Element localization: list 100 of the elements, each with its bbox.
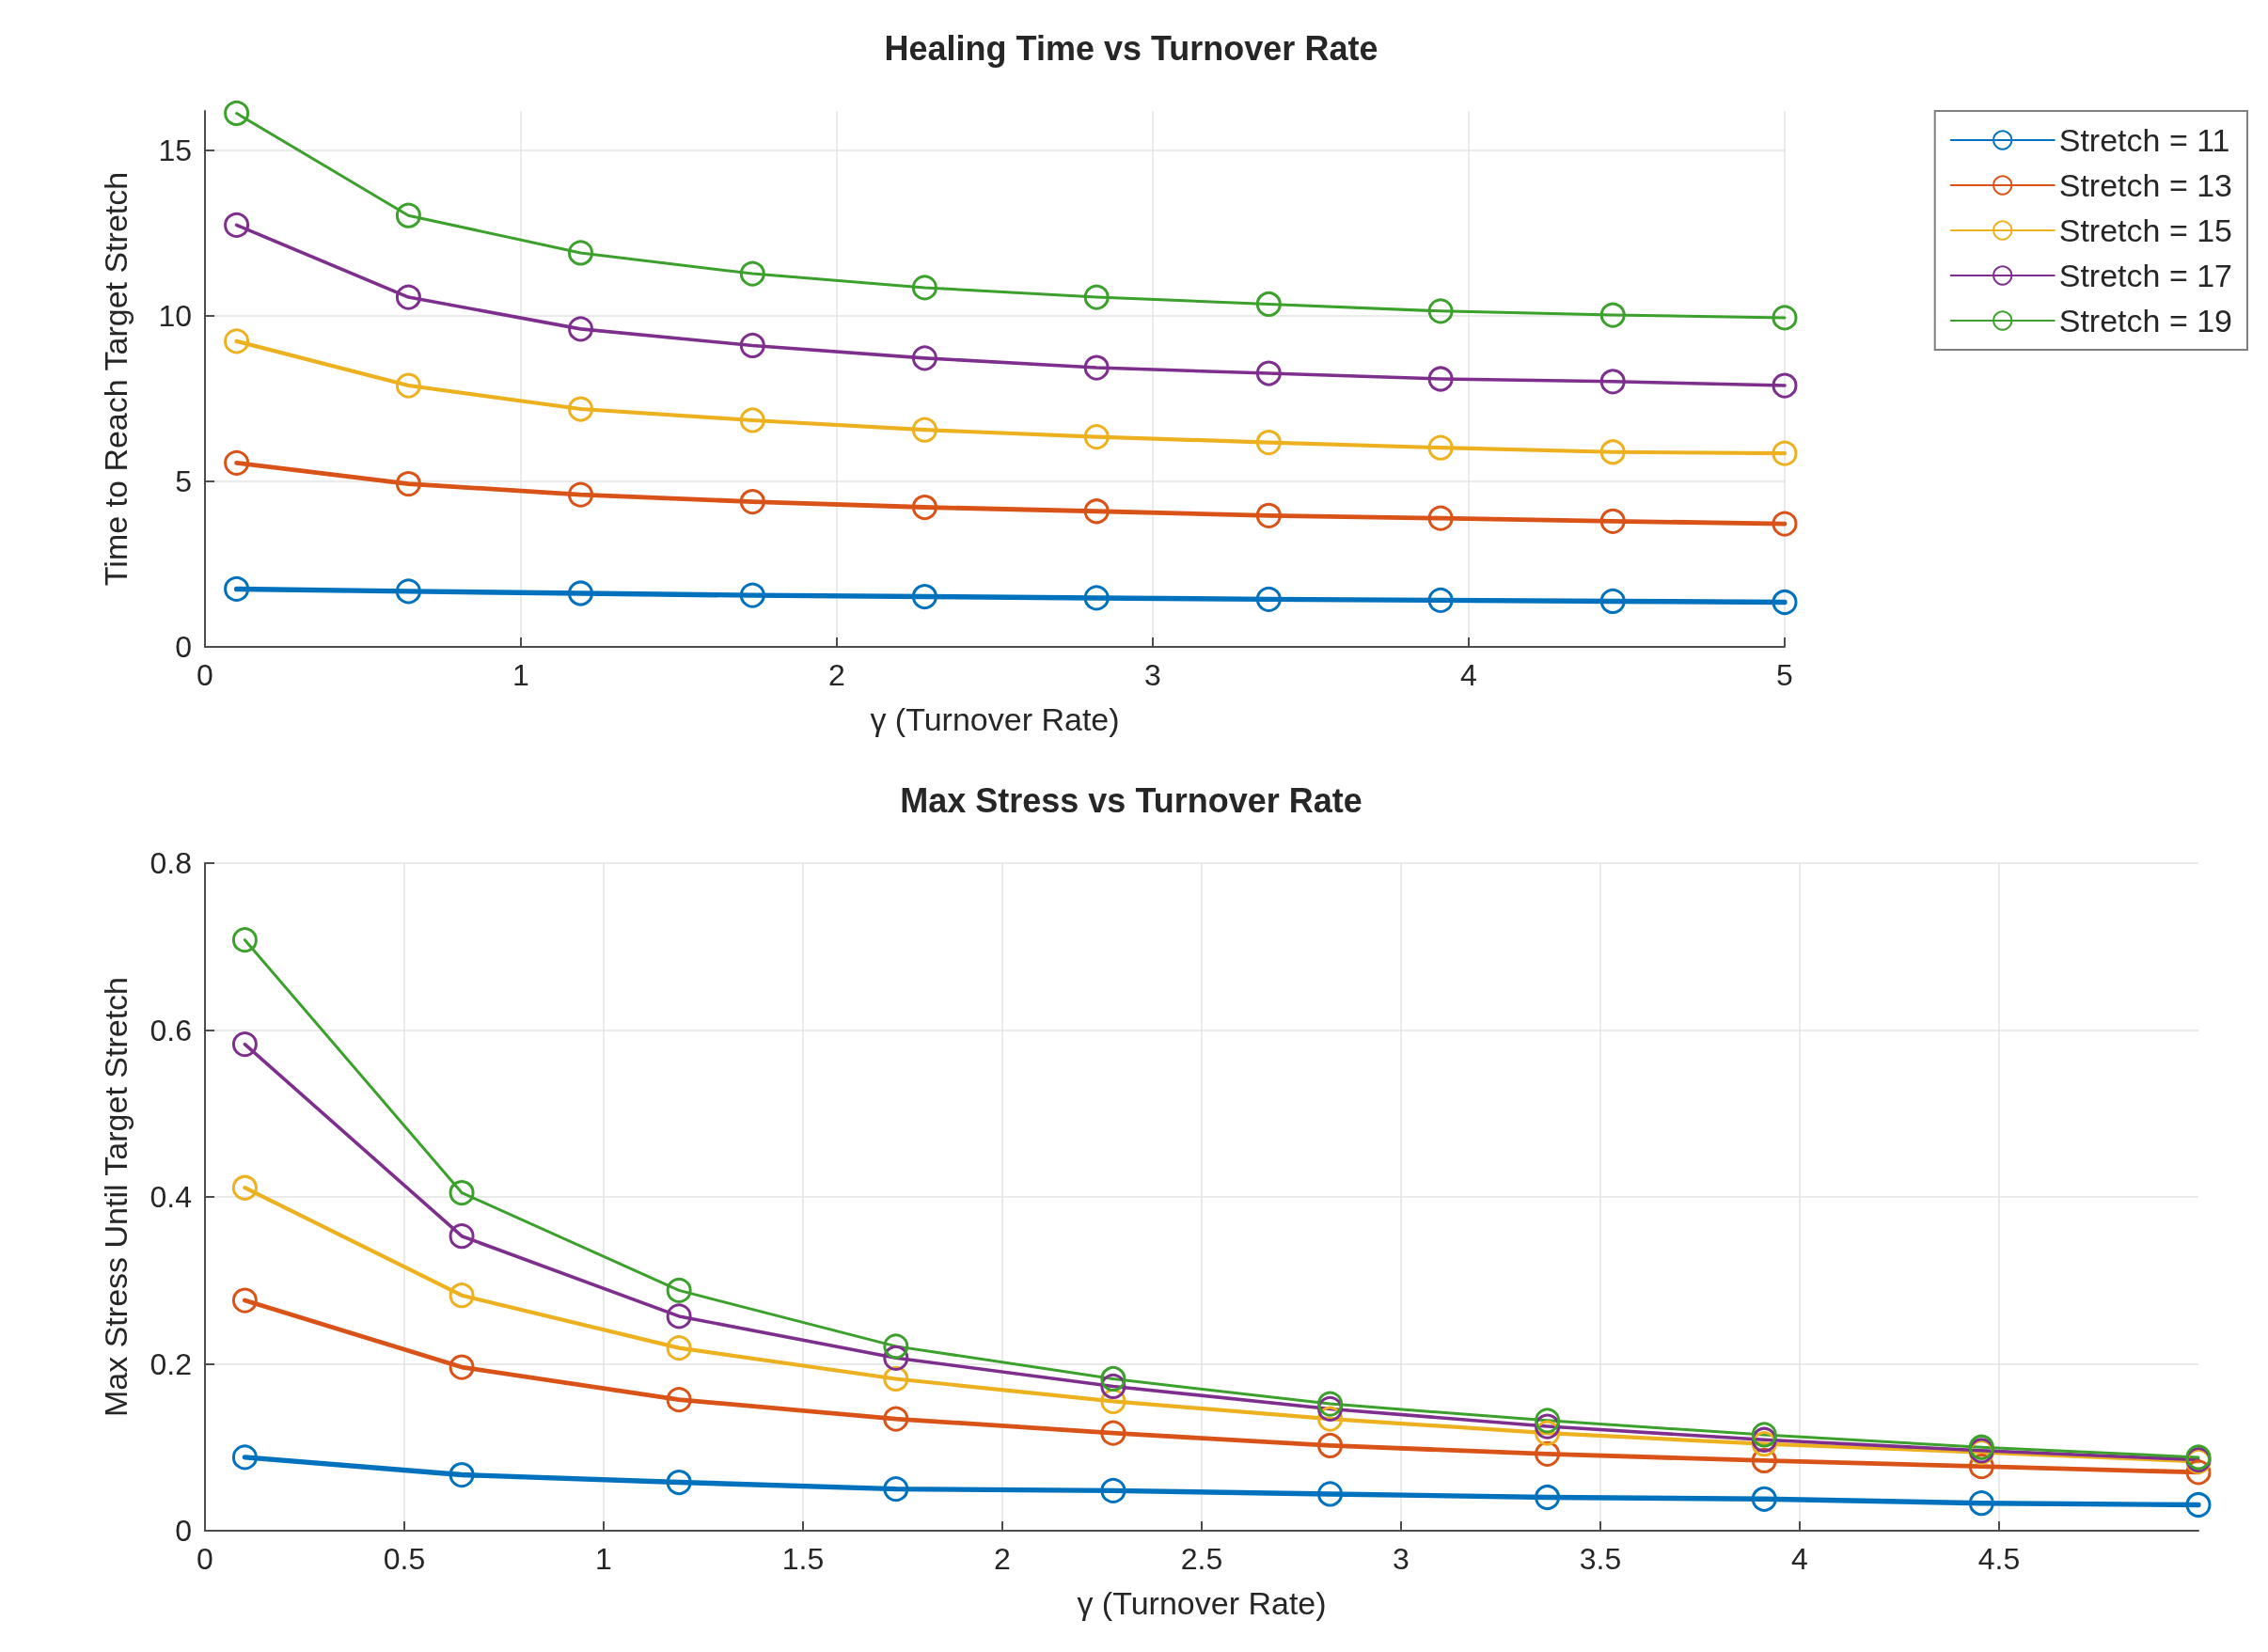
point bbox=[568, 481, 593, 508]
point bbox=[568, 580, 593, 606]
y-tick-label: 5 bbox=[175, 464, 192, 499]
x-tick-label: 5 bbox=[1776, 658, 1793, 692]
x-axis-title: γ (Turnover Rate) bbox=[870, 701, 1120, 737]
point bbox=[231, 1287, 258, 1314]
x-tick-label: 2 bbox=[828, 658, 845, 692]
y-tick-label: 0.8 bbox=[150, 846, 192, 880]
y-tick-label: 0 bbox=[175, 630, 192, 664]
point bbox=[911, 495, 937, 521]
point bbox=[224, 100, 250, 126]
point bbox=[911, 275, 937, 301]
point bbox=[224, 212, 250, 238]
point bbox=[568, 396, 593, 422]
point bbox=[1427, 587, 1454, 613]
point bbox=[1427, 505, 1454, 531]
point bbox=[883, 1333, 909, 1360]
point bbox=[666, 1335, 692, 1361]
point bbox=[1083, 424, 1110, 450]
point bbox=[1100, 1365, 1126, 1392]
point bbox=[1599, 302, 1626, 328]
point bbox=[1751, 1422, 1777, 1448]
point bbox=[449, 1223, 475, 1250]
y-tick-label: 0.4 bbox=[150, 1180, 192, 1214]
point bbox=[1083, 284, 1110, 310]
point bbox=[1255, 360, 1282, 386]
point bbox=[1100, 1420, 1126, 1446]
y-axis-title: Time to Reach Target Stretch bbox=[98, 171, 134, 587]
point bbox=[739, 407, 765, 433]
point bbox=[1535, 1408, 1561, 1434]
point bbox=[1535, 1485, 1561, 1510]
point bbox=[739, 260, 765, 287]
point bbox=[666, 1277, 692, 1303]
point bbox=[449, 1354, 475, 1380]
x-tick-label: 1 bbox=[595, 1542, 612, 1576]
point bbox=[224, 449, 250, 476]
point bbox=[1427, 434, 1454, 461]
point bbox=[1599, 369, 1626, 395]
point bbox=[1255, 586, 1282, 612]
point bbox=[1751, 1486, 1777, 1512]
x-tick-label: 1.5 bbox=[781, 1542, 825, 1576]
point bbox=[883, 1365, 909, 1392]
point bbox=[911, 345, 937, 371]
point bbox=[395, 471, 421, 497]
point bbox=[1772, 372, 1798, 399]
point bbox=[395, 578, 421, 605]
y-axis-title: Max Stress Until Target Stretch bbox=[98, 977, 134, 1417]
legend-label: Stretch = 11 bbox=[2058, 122, 2230, 158]
x-tick-label: 2 bbox=[994, 1542, 1011, 1576]
point bbox=[224, 575, 250, 602]
point bbox=[1317, 1481, 1344, 1507]
point bbox=[568, 316, 593, 342]
point bbox=[1772, 590, 1798, 615]
point bbox=[231, 927, 258, 953]
x-tick-label: 4.5 bbox=[1977, 1542, 2021, 1576]
point bbox=[666, 1387, 692, 1413]
legend-label: Stretch = 13 bbox=[2058, 167, 2232, 203]
point bbox=[739, 332, 765, 358]
y-tick-label: 15 bbox=[158, 134, 192, 168]
x-tick-label: 4 bbox=[1460, 658, 1477, 692]
point bbox=[449, 1180, 475, 1206]
x-tick-label: 4 bbox=[1791, 1542, 1808, 1576]
point bbox=[2185, 1491, 2212, 1518]
point bbox=[666, 1303, 692, 1329]
point bbox=[883, 1345, 909, 1371]
y-tick-label: 0.2 bbox=[150, 1346, 192, 1381]
point bbox=[1427, 366, 1454, 392]
point bbox=[1772, 511, 1798, 537]
point bbox=[1100, 1477, 1126, 1503]
point bbox=[1772, 440, 1798, 466]
point bbox=[1317, 1432, 1344, 1458]
point bbox=[739, 489, 765, 515]
x-tick-label: 3 bbox=[1144, 658, 1161, 692]
x-tick-label: 0 bbox=[197, 1542, 213, 1576]
point bbox=[911, 417, 937, 443]
point bbox=[395, 284, 421, 310]
x-tick-label: 0 bbox=[197, 658, 213, 692]
point bbox=[1083, 354, 1110, 381]
point bbox=[1968, 1490, 1994, 1517]
point bbox=[1599, 439, 1626, 465]
legend-label: Stretch = 17 bbox=[2058, 258, 2232, 293]
point bbox=[395, 372, 421, 399]
y-tick-label: 0 bbox=[175, 1514, 192, 1548]
point bbox=[1255, 502, 1282, 528]
point bbox=[1083, 498, 1110, 525]
point bbox=[231, 1444, 258, 1471]
point bbox=[1083, 585, 1110, 611]
point bbox=[1599, 588, 1626, 614]
point bbox=[1427, 298, 1454, 324]
point bbox=[739, 582, 765, 608]
point bbox=[224, 328, 250, 354]
point bbox=[395, 202, 421, 228]
x-tick-label: 3.5 bbox=[1579, 1542, 1622, 1576]
point bbox=[1317, 1391, 1344, 1417]
legend-label: Stretch = 19 bbox=[2058, 303, 2232, 338]
x-tick-label: 3 bbox=[1393, 1542, 1410, 1576]
y-tick-label: 0.6 bbox=[150, 1013, 192, 1047]
legend-label: Stretch = 15 bbox=[2058, 212, 2232, 248]
point bbox=[231, 1031, 258, 1058]
point bbox=[449, 1462, 475, 1488]
